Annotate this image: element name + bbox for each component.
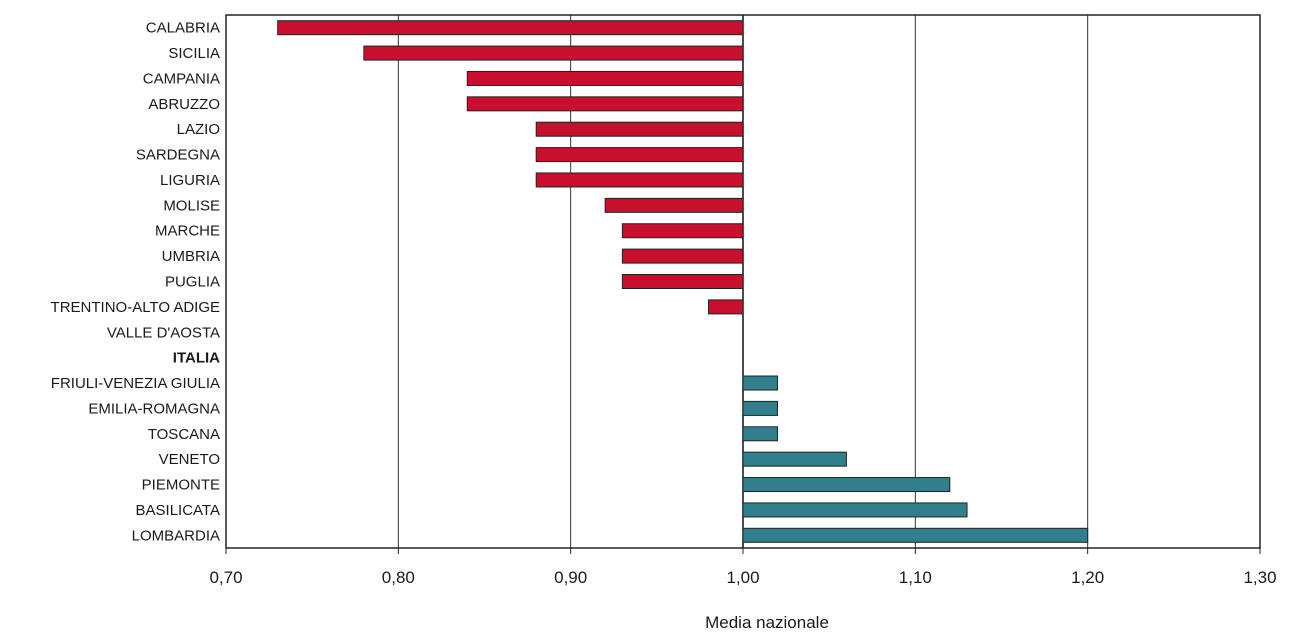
category-label: TOSCANA [148, 426, 220, 443]
x-tick-label: 0,70 [209, 568, 242, 587]
category-label: ABRUZZO [148, 96, 220, 113]
bar-lazio [535, 121, 744, 137]
bar-veneto [742, 451, 847, 467]
category-label: SARDEGNA [136, 147, 220, 164]
category-label: ITALIA [173, 350, 220, 367]
x-tick-label: 1,00 [726, 568, 759, 587]
bar-puglia [621, 274, 744, 289]
category-label: VALLE D'AOSTA [107, 324, 220, 341]
category-label: MOLISE [163, 197, 220, 214]
x-tick-label: 1,20 [1071, 568, 1104, 587]
x-tick-label: 1,30 [1243, 568, 1276, 587]
bar-sicilia [363, 45, 744, 61]
category-label: SICILIA [168, 45, 220, 62]
bar-sardegna [535, 147, 744, 163]
bars [277, 20, 1089, 543]
category-label: PUGLIA [165, 274, 220, 291]
x-tick-labels: 0,70 0,80 0,90 1,00 1,10 1,20 1,30 [209, 568, 1276, 587]
category-label: LOMBARDIA [132, 527, 220, 544]
x-tick-label: 0,90 [554, 568, 587, 587]
category-labels: CALABRIA SICILIA CAMPANIA ABRUZZO LAZIO SARDE… [51, 20, 221, 545]
category-label: MARCHE [155, 223, 220, 240]
category-label: FRIULI-VENEZIA GIULIA [51, 375, 220, 392]
bar-calabria [277, 20, 744, 36]
bar-trentino-alto-adige [708, 299, 744, 315]
category-label: LIGURIA [160, 172, 220, 189]
bar-friuli-venezia-giulia [742, 375, 778, 391]
category-label: EMILIA-ROMAGNA [88, 400, 220, 417]
bar-lombardia [742, 527, 1089, 543]
x-tick-label: 1,10 [899, 568, 932, 587]
x-axis-title: Media nazionale [705, 613, 829, 632]
category-label: TRENTINO-ALTO ADIGE [51, 299, 220, 316]
bar-piemonte [742, 477, 951, 493]
category-label: CALABRIA [146, 20, 220, 37]
category-label: CAMPANIA [143, 70, 220, 87]
bar-emilia-romagna [742, 400, 778, 416]
category-label: LAZIO [177, 121, 220, 138]
bar-marche [621, 223, 744, 239]
plot-area-frame [225, 14, 1261, 549]
bar-toscana [742, 426, 778, 442]
bar-umbria [621, 248, 744, 264]
bar-abruzzo [466, 96, 744, 112]
category-label: PIEMONTE [142, 477, 220, 494]
category-label: UMBRIA [162, 248, 220, 265]
x-tick-label: 0,80 [382, 568, 415, 587]
category-label: BASILICATA [136, 502, 220, 519]
bar-basilicata [742, 502, 968, 518]
bar-campania [466, 70, 744, 86]
bar-liguria [535, 172, 744, 188]
bar-molise [604, 197, 744, 213]
category-label: VENETO [159, 451, 220, 468]
